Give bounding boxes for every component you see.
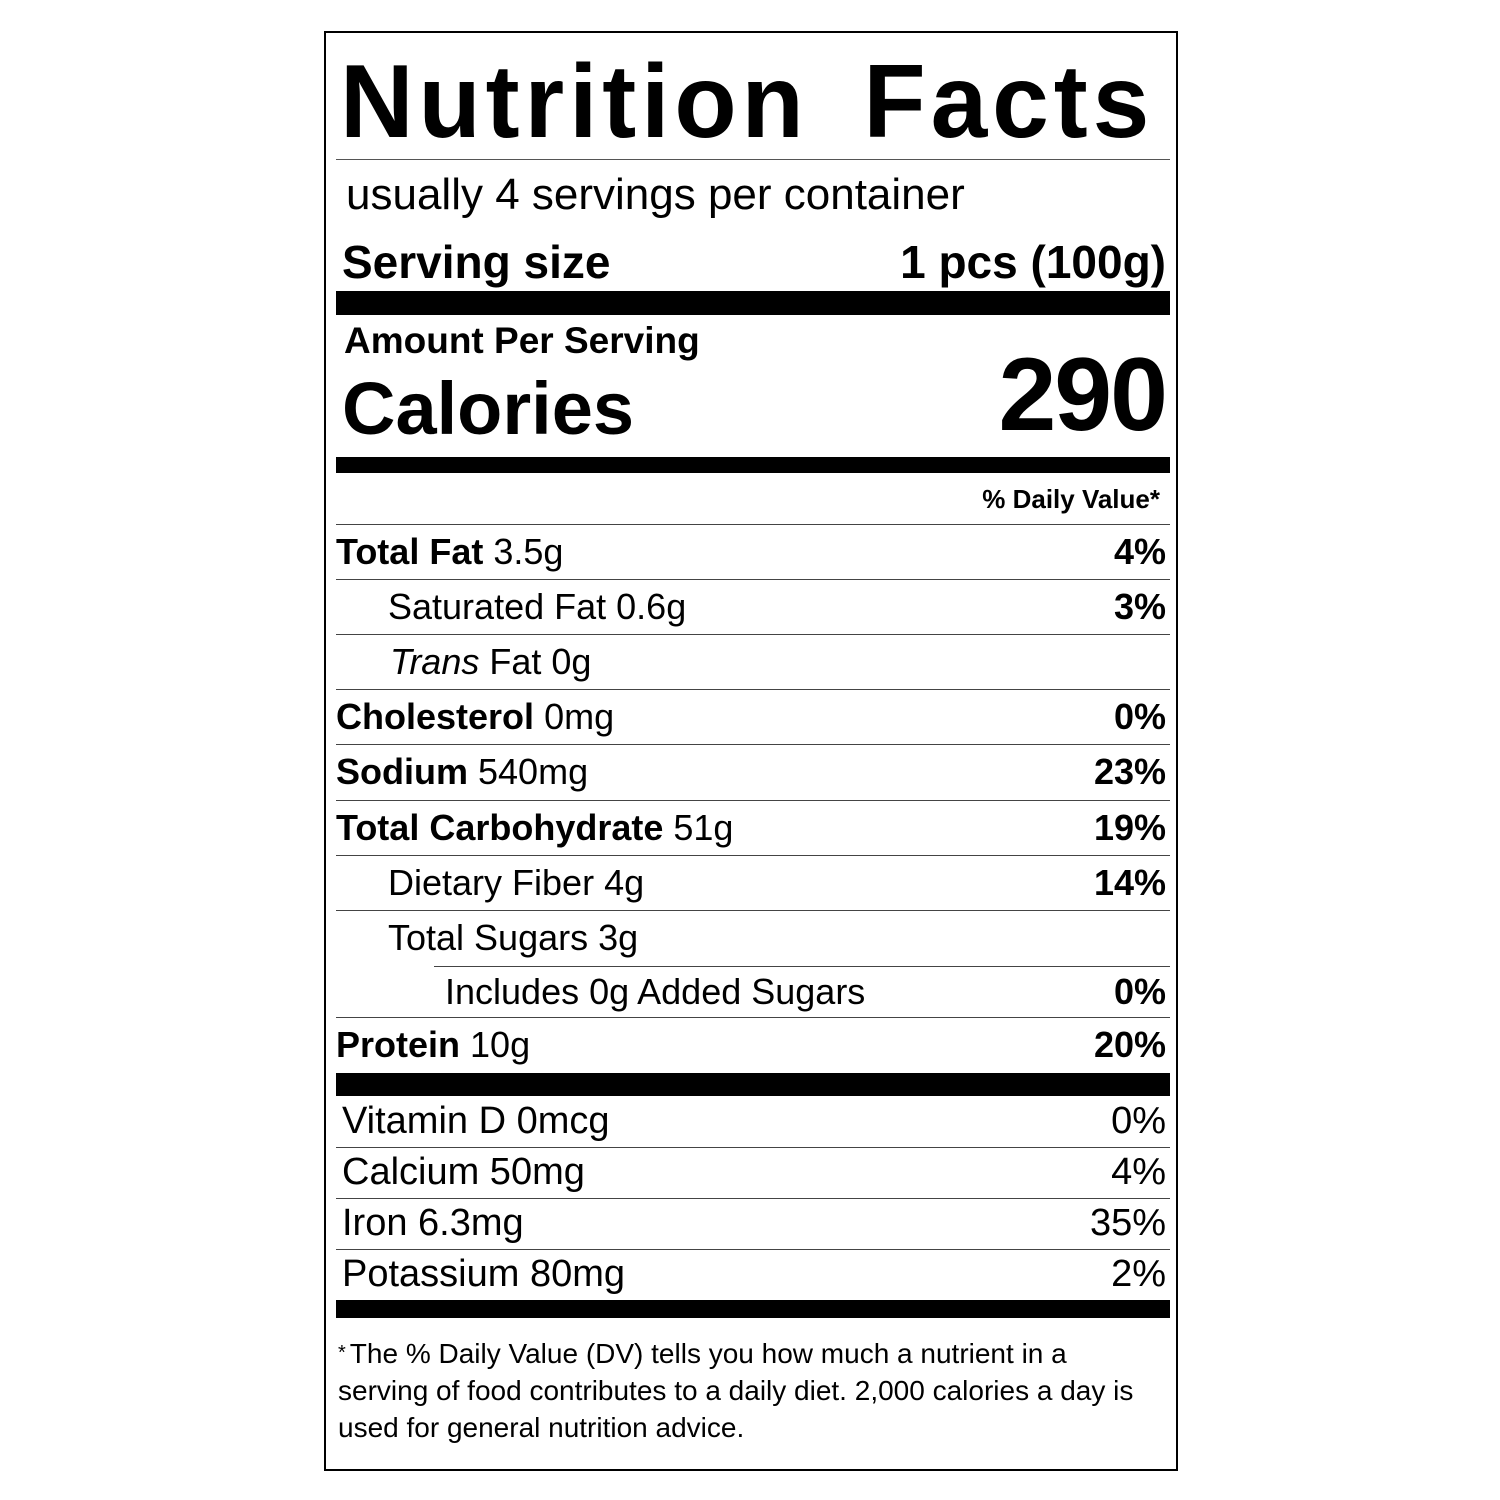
nutrition-facts-label: Nutrition Facts usually 4 servings per c… bbox=[324, 31, 1178, 1471]
divider bbox=[336, 689, 1170, 690]
servings-per-container: usually 4 servings per container bbox=[346, 170, 965, 219]
nutrient-name: Saturated Fat bbox=[388, 585, 607, 627]
nutrient-name: Total Carbohydrate bbox=[336, 806, 664, 848]
nutrient-row-added-sugars: Includes 0g Added Sugars 0% bbox=[336, 966, 1170, 1017]
nutrient-name-suffix: Fat bbox=[489, 640, 542, 682]
nutrient-name: Sodium bbox=[336, 751, 468, 792]
nutrient-amount: 51g bbox=[673, 806, 734, 848]
serving-size-label: Serving size bbox=[342, 236, 611, 288]
thick-divider bbox=[336, 1300, 1170, 1318]
vitamin-label: Iron 6.3mg bbox=[342, 1202, 524, 1244]
calories-value: 290 bbox=[998, 337, 1168, 453]
vitamin-row-potassium: Potassium 80mg 2% bbox=[336, 1249, 1170, 1300]
vitamin-dv: 4% bbox=[1111, 1151, 1166, 1193]
divider bbox=[336, 524, 1170, 525]
nutrient-name: Dietary Fiber bbox=[388, 861, 595, 903]
nutrient-row-total-fat: Total Fat 3.5g 4% bbox=[336, 524, 1170, 579]
vitamin-row-calcium: Calcium 50mg 4% bbox=[336, 1147, 1170, 1198]
nutrient-dv: 4% bbox=[1113, 530, 1166, 572]
nutrient-row-protein: Protein 10g 20% bbox=[336, 1017, 1170, 1073]
vitamin-label: Vitamin D 0mcg bbox=[342, 1100, 610, 1142]
nutrient-row-total-sugars: Total Sugars 3g bbox=[336, 910, 1170, 966]
vitamin-label: Calcium 50mg bbox=[342, 1151, 585, 1193]
divider bbox=[336, 1198, 1170, 1199]
daily-value-header: % Daily Value* bbox=[982, 484, 1160, 514]
divider bbox=[336, 1249, 1170, 1250]
vitamin-dv: 2% bbox=[1111, 1253, 1166, 1295]
thick-divider bbox=[336, 1073, 1170, 1096]
vitamin-dv: 0% bbox=[1111, 1100, 1166, 1142]
nutrient-amount: 3.5g bbox=[493, 530, 564, 572]
divider bbox=[336, 855, 1170, 856]
calories-label: Calories bbox=[342, 367, 635, 450]
nutrient-amount: 0.6g bbox=[616, 585, 687, 627]
nutrient-row-cholesterol: Cholesterol 0mg 0% bbox=[336, 689, 1170, 744]
divider bbox=[336, 910, 1170, 911]
serving-size-value: 1 pcs (100g) bbox=[900, 236, 1166, 288]
nutrient-row-total-carbohydrate: Total Carbohydrate 51g 19% bbox=[336, 800, 1170, 855]
nutrient-dv: 0% bbox=[1113, 970, 1166, 1012]
nutrient-dv: 20% bbox=[1093, 1024, 1166, 1065]
nutrient-row-sodium: Sodium 540mg 23% bbox=[336, 744, 1170, 800]
nutrient-dv: 19% bbox=[1093, 806, 1166, 848]
divider bbox=[336, 634, 1170, 635]
divider bbox=[336, 159, 1170, 160]
vitamin-label: Potassium 80mg bbox=[342, 1253, 626, 1295]
footnote-text: The % Daily Value (DV) tells you how muc… bbox=[338, 1338, 1134, 1443]
nutrient-dv: 3% bbox=[1113, 585, 1166, 627]
thick-divider bbox=[336, 291, 1170, 315]
nutrient-amount: 0mg bbox=[544, 695, 615, 737]
amount-per-serving: Amount Per Serving bbox=[344, 320, 700, 361]
nutrient-dv: 14% bbox=[1093, 861, 1166, 903]
nutrient-dv: 0% bbox=[1113, 695, 1166, 737]
nutrient-dv: 23% bbox=[1093, 751, 1166, 792]
nutrient-row-trans-fat: Trans Fat 0g bbox=[336, 634, 1170, 689]
nutrient-name: Trans bbox=[390, 640, 480, 682]
vitamin-dv: 35% bbox=[1089, 1202, 1166, 1244]
footnote-asterisk: * bbox=[338, 1342, 346, 1364]
nutrient-name: Total Sugars bbox=[388, 917, 589, 958]
nutrient-amount: 0g bbox=[551, 640, 592, 682]
nutrient-name: Total Fat bbox=[336, 530, 484, 572]
medium-divider bbox=[336, 457, 1170, 473]
nutrient-amount: 4g bbox=[604, 861, 645, 903]
divider bbox=[336, 744, 1170, 745]
label-title: Nutrition Facts bbox=[340, 44, 1155, 160]
vitamin-row-vitamin-d: Vitamin D 0mcg 0% bbox=[336, 1096, 1170, 1147]
divider bbox=[336, 579, 1170, 580]
nutrient-amount: 540mg bbox=[478, 751, 589, 792]
nutrient-row-dietary-fiber: Dietary Fiber 4g 14% bbox=[336, 855, 1170, 910]
divider bbox=[336, 800, 1170, 801]
nutrient-amount: 10g bbox=[470, 1024, 531, 1065]
nutrient-row-saturated-fat: Saturated Fat 0.6g 3% bbox=[336, 579, 1170, 634]
divider bbox=[336, 1147, 1170, 1148]
nutrient-name: Cholesterol bbox=[336, 695, 535, 737]
vitamin-row-iron: Iron 6.3mg 35% bbox=[336, 1198, 1170, 1249]
footnote: * The % Daily Value (DV) tells you how mu… bbox=[338, 1335, 1138, 1446]
nutrient-name: Includes 0g Added Sugars bbox=[445, 970, 866, 1012]
divider bbox=[336, 1017, 1170, 1018]
nutrient-amount: 3g bbox=[598, 917, 639, 958]
divider bbox=[434, 966, 1170, 967]
nutrient-name: Protein bbox=[336, 1024, 461, 1065]
